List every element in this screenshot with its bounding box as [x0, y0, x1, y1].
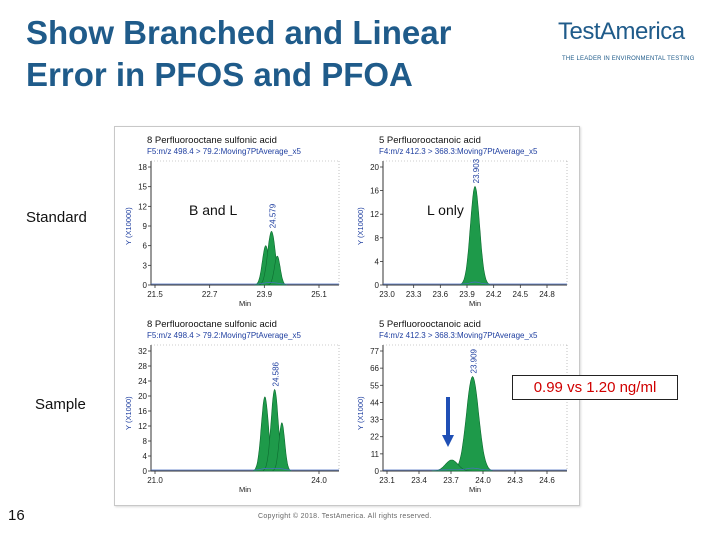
y-tick-label: 9	[143, 222, 148, 231]
y-tick-label: 12	[370, 210, 379, 219]
chromatogram-figure: 8 Perfluorooctane sulfonic acid F5:m/z 49…	[114, 126, 580, 506]
panel-title: 5 Perfluorooctanoic acid	[379, 319, 481, 330]
x-tick-label: 25.1	[311, 290, 327, 299]
x-tick-label: 23.1	[379, 476, 395, 485]
x-axis-label: Min	[239, 485, 251, 494]
x-tick-label: 24.5	[513, 290, 529, 299]
y-tick-label: 12	[138, 202, 147, 211]
y-tick-label: 33	[370, 416, 379, 425]
y-tick-label: 0	[375, 281, 380, 290]
y-tick-label: 0	[143, 281, 148, 290]
baseline-trace	[383, 281, 567, 285]
y-tick-label: 20	[370, 163, 379, 172]
logo-tagline: THE LEADER IN ENVIRONMENTAL TESTING	[562, 56, 695, 62]
x-tick-label: 24.2	[486, 290, 502, 299]
peak-area	[452, 376, 493, 472]
y-axis-label: Y (X10000)	[356, 207, 365, 245]
x-axis-label: Min	[469, 485, 481, 494]
x-tick-label: 23.6	[433, 290, 449, 299]
x-axis-label: Min	[469, 299, 481, 308]
y-tick-label: 6	[143, 242, 148, 251]
y-tick-label: 44	[370, 398, 379, 407]
peak-area	[460, 185, 490, 286]
x-tick-label: 23.9	[257, 290, 273, 299]
y-tick-label: 20	[138, 392, 147, 401]
peak-retention-label: 23.909	[470, 348, 479, 373]
y-tick-label: 16	[370, 187, 379, 196]
x-tick-label: 24.0	[475, 476, 491, 485]
copyright-notice: Copyright © 2018. TestAmerica. All right…	[258, 513, 432, 520]
title-line-1: Show Branched and Linear	[26, 14, 452, 51]
y-tick-label: 18	[138, 163, 147, 172]
peak-retention-label: 24.586	[272, 361, 281, 386]
y-tick-label: 24	[138, 377, 147, 386]
logo-wordmark: TestAmerica	[558, 18, 685, 45]
peak-retention-label: 23.903	[472, 158, 481, 183]
x-tick-label: 24.8	[539, 290, 555, 299]
y-tick-label: 66	[370, 364, 379, 373]
y-tick-label: 3	[143, 261, 148, 270]
baseline-trace	[151, 467, 339, 471]
y-tick-label: 28	[138, 362, 147, 371]
x-tick-label: 23.9	[459, 290, 475, 299]
y-tick-label: 0	[375, 467, 380, 476]
sample-label: Sample	[35, 396, 86, 413]
x-tick-label: 21.0	[147, 476, 163, 485]
x-tick-label: 21.5	[147, 290, 163, 299]
baseline-trace	[383, 467, 567, 471]
x-tick-label: 24.0	[311, 476, 327, 485]
y-tick-label: 16	[138, 407, 147, 416]
y-tick-label: 8	[375, 234, 380, 243]
x-tick-label: 23.4	[411, 476, 427, 485]
y-tick-label: 4	[375, 257, 380, 266]
x-tick-label: 23.0	[379, 290, 395, 299]
panel-annotation: L only	[427, 202, 464, 218]
y-axis-label: Y (X1000)	[356, 396, 365, 430]
x-tick-label: 24.3	[507, 476, 523, 485]
y-tick-label: 12	[138, 422, 147, 431]
y-axis-label: Y (X1000)	[124, 396, 133, 430]
company-logo: TestAmerica THE LEADER IN ENVIRONMENTAL …	[558, 18, 708, 66]
title-line-2: Error in PFOS and PFOA	[26, 56, 413, 93]
branched-arrow-head	[442, 435, 455, 447]
panel-subtitle: F5:m/z 498.4 > 79.2:Moving7PtAverage_x5	[147, 331, 301, 340]
y-tick-label: 55	[370, 381, 379, 390]
y-tick-label: 32	[138, 347, 147, 356]
concentration-callout: 0.99 vs 1.20 ng/ml	[512, 375, 678, 400]
panel-title: 5 Perfluorooctanoic acid	[379, 135, 481, 146]
peak-area	[272, 422, 292, 472]
panel-annotation: B and L	[189, 202, 237, 218]
y-tick-label: 77	[370, 347, 379, 356]
x-tick-label: 23.7	[443, 476, 459, 485]
panel-title: 8 Perfluorooctane sulfonic acid	[147, 319, 277, 330]
baseline-trace	[151, 282, 339, 285]
y-axis-label: Y (X10000)	[124, 207, 133, 245]
panel-subtitle: F4:m/z 412.3 > 368.3:Moving7PtAverage_x5	[379, 147, 538, 156]
panel-subtitle: F5:m/z 498.4 > 79.2:Moving7PtAverage_x5	[147, 147, 301, 156]
standard-label: Standard	[26, 209, 87, 226]
y-tick-label: 11	[371, 450, 380, 459]
x-tick-label: 24.6	[539, 476, 555, 485]
y-tick-label: 22	[370, 433, 379, 442]
x-axis-label: Min	[239, 299, 251, 308]
peak-retention-label: 24.579	[269, 203, 278, 228]
x-tick-label: 23.3	[406, 290, 422, 299]
y-tick-label: 8	[143, 437, 148, 446]
y-tick-label: 0	[143, 467, 148, 476]
y-tick-label: 15	[138, 183, 147, 192]
x-tick-label: 22.7	[202, 290, 218, 299]
y-tick-label: 4	[143, 452, 148, 461]
panel-subtitle: F4:m/z 412.3 > 368.3:Moving7PtAverage_x5	[379, 331, 538, 340]
page-number: 16	[8, 507, 25, 524]
slide-title: Show Branched and Linear Error in PFOS a…	[26, 12, 526, 96]
panel-title: 8 Perfluorooctane sulfonic acid	[147, 135, 277, 146]
